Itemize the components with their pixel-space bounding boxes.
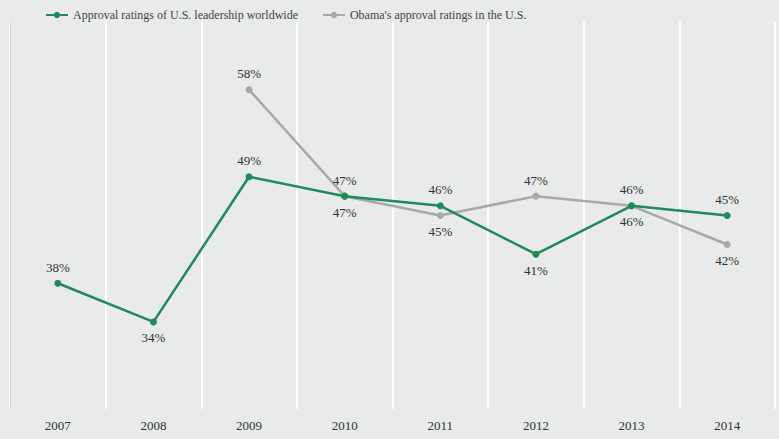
svg-text:2008: 2008 [140, 418, 166, 433]
svg-text:58%: 58% [237, 66, 261, 81]
svg-text:2014: 2014 [714, 418, 741, 433]
svg-text:49%: 49% [237, 153, 261, 168]
svg-text:47%: 47% [333, 205, 357, 220]
svg-text:Approval ratings of U.S. leade: Approval ratings of U.S. leadership worl… [73, 8, 298, 22]
svg-text:2009: 2009 [236, 418, 262, 433]
svg-text:2011: 2011 [428, 418, 454, 433]
svg-text:46%: 46% [620, 214, 644, 229]
svg-text:45%: 45% [715, 192, 739, 207]
svg-text:41%: 41% [524, 263, 548, 278]
svg-text:2010: 2010 [332, 418, 358, 433]
svg-text:46%: 46% [428, 182, 452, 197]
svg-text:42%: 42% [715, 253, 739, 268]
svg-text:46%: 46% [620, 182, 644, 197]
svg-text:34%: 34% [142, 330, 166, 345]
svg-text:2012: 2012 [523, 418, 549, 433]
svg-text:47%: 47% [524, 173, 548, 188]
svg-text:45%: 45% [428, 224, 452, 239]
svg-text:47%: 47% [333, 173, 357, 188]
svg-text:2013: 2013 [619, 418, 645, 433]
svg-text:38%: 38% [46, 260, 70, 275]
svg-text:Obama's approval ratings in th: Obama's approval ratings in the U.S. [350, 8, 526, 22]
svg-text:2007: 2007 [45, 418, 72, 433]
